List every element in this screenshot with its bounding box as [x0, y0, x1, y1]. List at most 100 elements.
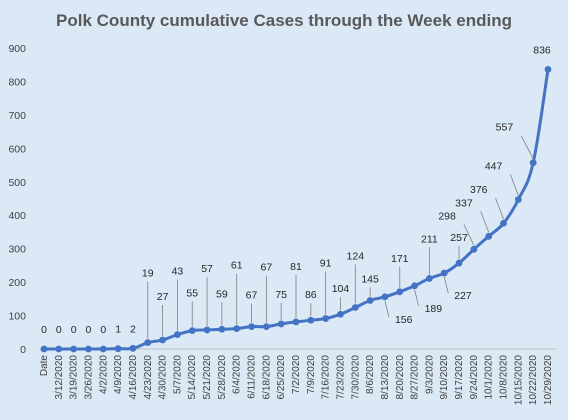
x-tick-label: 9/3/2020	[424, 355, 435, 394]
y-tick-label: 600	[8, 143, 26, 155]
data-label: 0	[100, 324, 106, 336]
data-point	[114, 345, 122, 353]
y-tick-label: 500	[8, 177, 26, 189]
x-tick-label: 3/19/2020	[69, 355, 80, 400]
data-point	[351, 304, 359, 311]
data-label: 298	[438, 210, 456, 222]
data-point	[514, 196, 522, 203]
x-tick-label: 8/6/2020	[365, 355, 376, 394]
x-tick-label: 10/29/2020	[543, 355, 554, 405]
data-label: 836	[533, 44, 551, 56]
x-tick-label: 6/25/2020	[276, 355, 287, 400]
data-point	[70, 345, 78, 353]
data-point	[455, 259, 463, 267]
x-tick-label: 4/23/2020	[143, 355, 154, 400]
data-label: 145	[361, 274, 379, 286]
data-label: 57	[201, 263, 213, 275]
data-point	[85, 345, 92, 353]
data-point	[292, 318, 300, 326]
data-label: 19	[142, 268, 154, 280]
data-label: 447	[485, 161, 503, 173]
label-leader-line	[463, 224, 475, 246]
data-point	[426, 275, 433, 282]
data-point	[55, 345, 63, 353]
data-label: 257	[450, 232, 468, 244]
data-point	[470, 245, 478, 253]
data-point	[440, 269, 448, 277]
label-leader-line	[414, 289, 419, 306]
data-label: 0	[86, 324, 92, 336]
x-tick-label: 7/23/2020	[335, 355, 346, 400]
data-label: 2	[130, 323, 136, 335]
x-tick-label: 7/9/2020	[306, 355, 317, 394]
data-point	[233, 325, 241, 332]
data-label: 189	[425, 303, 443, 315]
data-label: 124	[347, 251, 365, 263]
chart-title: Polk County cumulative Cases through the…	[56, 11, 512, 30]
data-point	[396, 288, 404, 296]
data-point	[411, 282, 418, 290]
x-axis-ticks: Date 3/12/2020 3/19/2020 3/26/2020 4/2/2020 4…	[39, 355, 554, 405]
data-label: 211	[421, 233, 438, 245]
data-point	[218, 325, 226, 333]
x-tick-label: 5/14/2020	[187, 355, 198, 400]
y-tick-label: 700	[8, 110, 26, 122]
data-label: 227	[454, 290, 472, 302]
data-label: 376	[470, 184, 488, 196]
y-tick-label: 200	[8, 277, 26, 289]
y-axis-ticks: 0 100 200 300 400 500 600 700 800 900	[8, 43, 26, 356]
x-tick-label: 5/21/2020	[202, 355, 213, 400]
data-label: 75	[275, 289, 287, 301]
data-label: 0	[71, 324, 77, 336]
x-tick-label: 3/12/2020	[54, 355, 65, 400]
label-leader-line	[509, 174, 519, 196]
data-label: 0	[56, 324, 62, 336]
data-label: 104	[332, 283, 350, 295]
y-tick-label: 100	[8, 311, 26, 323]
data-point	[337, 310, 344, 318]
data-point	[99, 345, 107, 353]
data-point	[40, 345, 48, 353]
data-label: 27	[157, 291, 169, 303]
data-label: 81	[290, 261, 302, 273]
x-tick-label: 4/2/2020	[98, 355, 109, 394]
data-labels-layer: 0 0 0 0 0 1 2192743555759616767758186911041241…	[41, 44, 551, 339]
x-tick-label: 7/2/2020	[291, 355, 302, 394]
data-point	[544, 66, 552, 73]
data-point	[262, 323, 270, 330]
data-point	[485, 232, 493, 240]
x-tick-label: 4/30/2020	[158, 355, 169, 400]
x-tick-label: 5/28/2020	[217, 355, 228, 400]
data-label: 67	[246, 290, 258, 302]
data-label: 86	[305, 289, 317, 301]
data-point	[381, 293, 389, 301]
label-leader-line	[443, 276, 449, 294]
data-point	[366, 297, 374, 304]
data-point	[203, 326, 211, 334]
data-point	[307, 316, 315, 324]
x-tick-label: 10/1/2020	[484, 355, 495, 400]
data-label: 156	[395, 314, 413, 326]
x-tick-label: 9/24/2020	[469, 355, 480, 400]
x-tick-label: Date	[39, 355, 50, 377]
series-layer	[40, 66, 552, 353]
x-tick-label: 9/10/2020	[439, 355, 450, 400]
data-point	[174, 331, 181, 339]
data-label: 91	[320, 258, 332, 270]
label-leader-line	[495, 198, 504, 220]
y-tick-label: 800	[8, 76, 26, 88]
data-point	[144, 339, 152, 347]
x-tick-label: 7/16/2020	[321, 355, 332, 400]
label-leader-line	[480, 211, 490, 233]
x-tick-label: 8/20/2020	[395, 355, 406, 400]
data-label: 0	[41, 324, 47, 336]
data-label: 61	[231, 260, 243, 272]
x-tick-label: 6/11/2020	[247, 355, 258, 399]
x-tick-label: 4/16/2020	[128, 355, 139, 400]
data-point	[129, 344, 137, 352]
data-point	[277, 320, 285, 328]
label-leader-line	[384, 300, 390, 317]
data-point	[322, 315, 330, 322]
